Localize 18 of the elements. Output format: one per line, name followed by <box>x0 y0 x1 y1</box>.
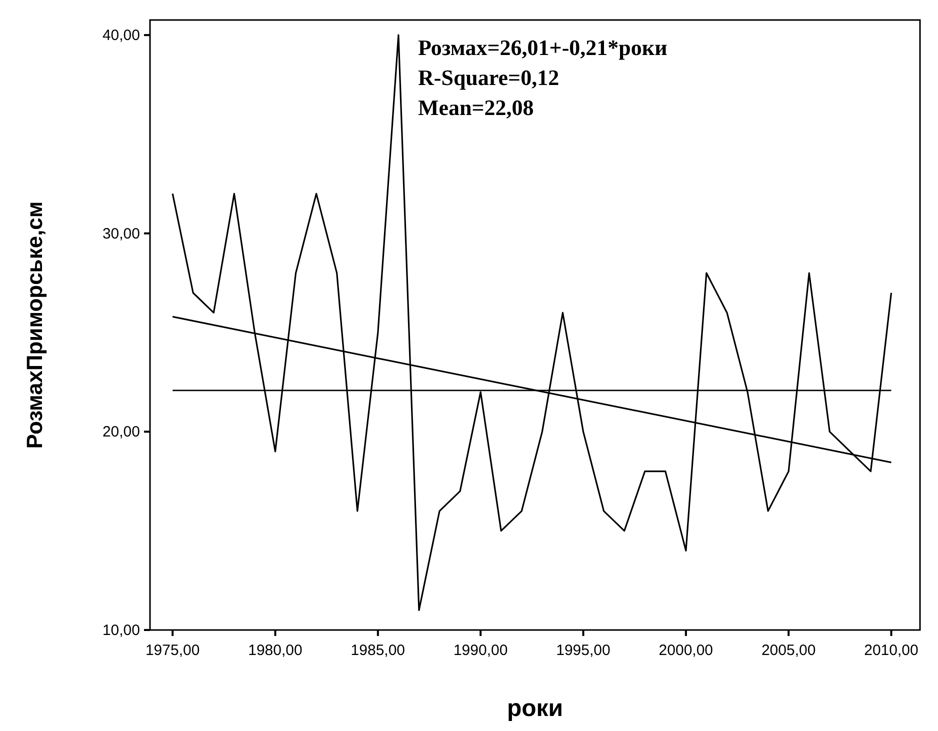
x-axis-title: роки <box>506 695 564 722</box>
line-series <box>172 34 892 611</box>
x-tick-label: 1975,00 <box>145 642 200 659</box>
y-tick-label: 30,00 <box>102 225 140 242</box>
y-tick-label: 10,00 <box>102 622 140 639</box>
x-tick-label: 1980,00 <box>248 642 302 659</box>
x-tick-label: 1990,00 <box>453 642 508 659</box>
x-tick-label: 2000,00 <box>658 642 714 659</box>
x-tick-label: 2005,00 <box>761 642 816 659</box>
y-tick-label: 20,00 <box>102 424 140 441</box>
y-axis-title: РозмахПриморське,см <box>22 201 47 449</box>
x-tick-label: 1985,00 <box>350 642 406 659</box>
annotation: Розмах=26,01+-0,21*роки <box>418 35 668 60</box>
y-tick-label: 40,00 <box>102 27 140 44</box>
x-tick-label: 2010,00 <box>864 642 918 659</box>
annotation: Mean=22,08 <box>418 95 534 120</box>
x-tick-label: 1995,00 <box>556 642 610 659</box>
annotation: R-Square=0,12 <box>418 65 560 90</box>
